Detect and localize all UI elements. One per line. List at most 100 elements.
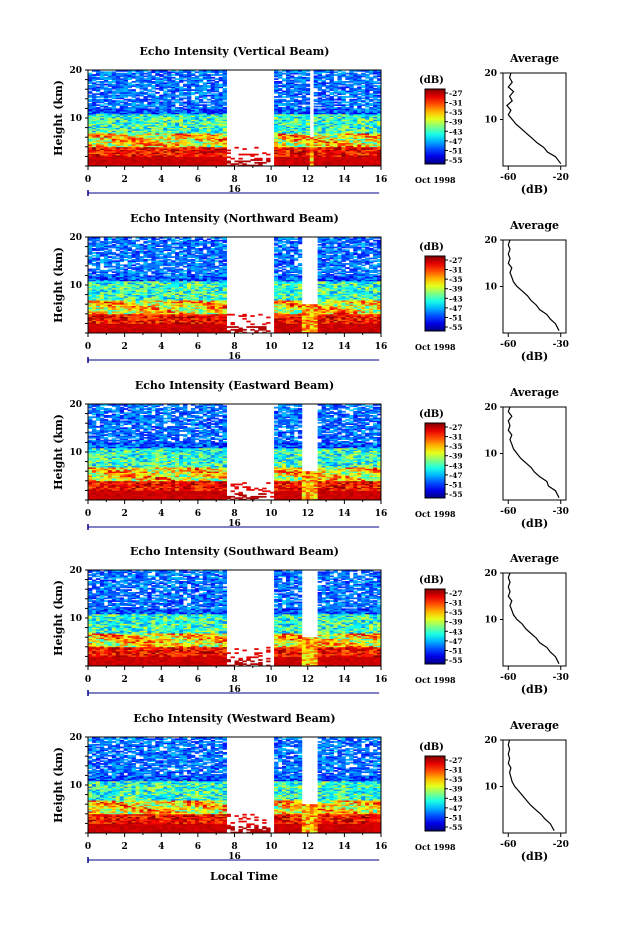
profile-x-tick-label: -30 [553,340,569,350]
day-label: 16 [228,185,241,195]
panel-title: Echo Intensity (Westward Beam) [133,712,335,725]
colorbar-tick-label: -55 [449,823,463,832]
colorbar-tick-label: -35 [449,775,463,784]
x-tick-label: 14 [338,175,351,185]
y-tick-label: 10 [69,281,82,291]
x-tick-label: 6 [195,675,201,685]
colorbar-tick-label: -43 [449,127,463,136]
profile-title: Average [509,386,559,399]
x-tick-label: 0 [85,842,91,852]
panel-5: Echo Intensity (Westward Beam)0 2 4 6 8 10 12 1… [52,712,569,863]
profile-y-tick-label: 20 [484,236,497,246]
colorbar-tick-label: -31 [449,766,463,775]
profile-x-label: (dB) [521,350,548,363]
colorbar-tick-label: -27 [449,89,463,98]
x-tick-label: 14 [338,675,351,685]
x-tick-label: 10 [265,342,278,352]
colorbar-tick-label: -47 [449,637,463,646]
x-tick-label: 6 [195,175,201,185]
x-tick-label: 4 [158,175,164,185]
x-axis-label: Local Time [210,870,278,883]
panel-title: Echo Intensity (Vertical Beam) [139,45,329,58]
x-tick-label: 4 [158,675,164,685]
colorbar-tick-label: -35 [449,108,463,117]
x-tick-label: 8 [231,175,237,185]
heatmap-cells [88,737,381,833]
x-tick-label: 8 [231,675,237,685]
profile-x-tick-label: -60 [500,173,516,183]
colorbar-tick-label: -27 [449,256,463,265]
colorbar-tick-label: -51 [449,813,463,822]
profile-title: Average [509,552,559,565]
day-label: 16 [228,352,241,362]
x-tick-label: 2 [121,342,127,352]
colorbar-tick-label: -55 [449,156,463,165]
x-tick-label: 16 [375,675,388,685]
x-tick-label: 10 [265,842,278,852]
colorbar [425,423,445,498]
day-label: 16 [228,852,241,862]
profile-x-tick-label: -60 [500,340,516,350]
colorbar-tick-label: -43 [449,627,463,636]
colorbar-unit: (dB) [419,242,444,253]
profile-x-tick-label: -60 [500,673,516,683]
date-label: Oct 1998 [415,509,456,519]
colorbar-tick-label: -39 [449,285,463,294]
x-tick-label: 8 [231,509,237,519]
panel-3: Echo Intensity (Eastward Beam)0 2 4 6 8 10 12 1… [52,379,569,530]
panel-1: Echo Intensity (Vertical Beam)0 2 4 6 8 10 12 1… [52,45,569,196]
profile-x-label: (dB) [521,850,548,863]
colorbar-unit: (dB) [419,742,444,753]
panel-title: Echo Intensity (Northward Beam) [130,212,339,225]
colorbar-tick-label: -35 [449,608,463,617]
colorbar-unit: (dB) [419,75,444,86]
x-tick-label: 4 [158,842,164,852]
x-tick-label: 14 [338,842,351,852]
colorbar-tick-label: -47 [449,804,463,813]
profile-y-tick-label: 10 [484,450,497,460]
colorbar [425,756,445,831]
x-tick-label: 14 [338,509,351,519]
x-tick-label: 16 [375,342,388,352]
profile-y-tick-label: 10 [484,616,497,626]
profile-x-label: (dB) [521,183,548,196]
y-tick-label: 10 [69,781,82,791]
colorbar-tick-label: -47 [449,471,463,480]
profile-x-tick-label: -20 [553,173,569,183]
x-tick-label: 2 [121,842,127,852]
y-tick-label: 10 [69,614,82,624]
x-tick-label: 16 [375,175,388,185]
colorbar-unit: (dB) [419,575,444,586]
x-tick-label: 0 [85,342,91,352]
colorbar-tick-label: -27 [449,423,463,432]
x-tick-label: 2 [121,175,127,185]
profile-line [508,740,554,831]
date-label: Oct 1998 [415,675,456,685]
colorbar-tick-label: -43 [449,794,463,803]
y-axis-label: Height (km) [52,747,65,823]
y-tick-label: 20 [69,400,82,410]
y-axis-label: Height (km) [52,580,65,656]
profile-line [507,73,561,164]
profile-line [508,407,559,498]
date-label: Oct 1998 [415,342,456,352]
profile-title: Average [509,719,559,732]
profile-line [508,573,559,664]
colorbar-tick-label: -47 [449,304,463,313]
x-tick-label: 10 [265,509,278,519]
profile-x-tick-label: -30 [553,673,569,683]
y-tick-label: 20 [69,566,82,576]
colorbar-tick-label: -51 [449,313,463,322]
x-tick-label: 12 [301,342,314,352]
panel-title: Echo Intensity (Southward Beam) [130,545,339,558]
profile-y-tick-label: 10 [484,783,497,793]
x-tick-label: 12 [301,675,314,685]
colorbar [425,589,445,664]
colorbar-tick-label: -55 [449,656,463,665]
colorbar-tick-label: -55 [449,490,463,499]
y-tick-label: 10 [69,448,82,458]
